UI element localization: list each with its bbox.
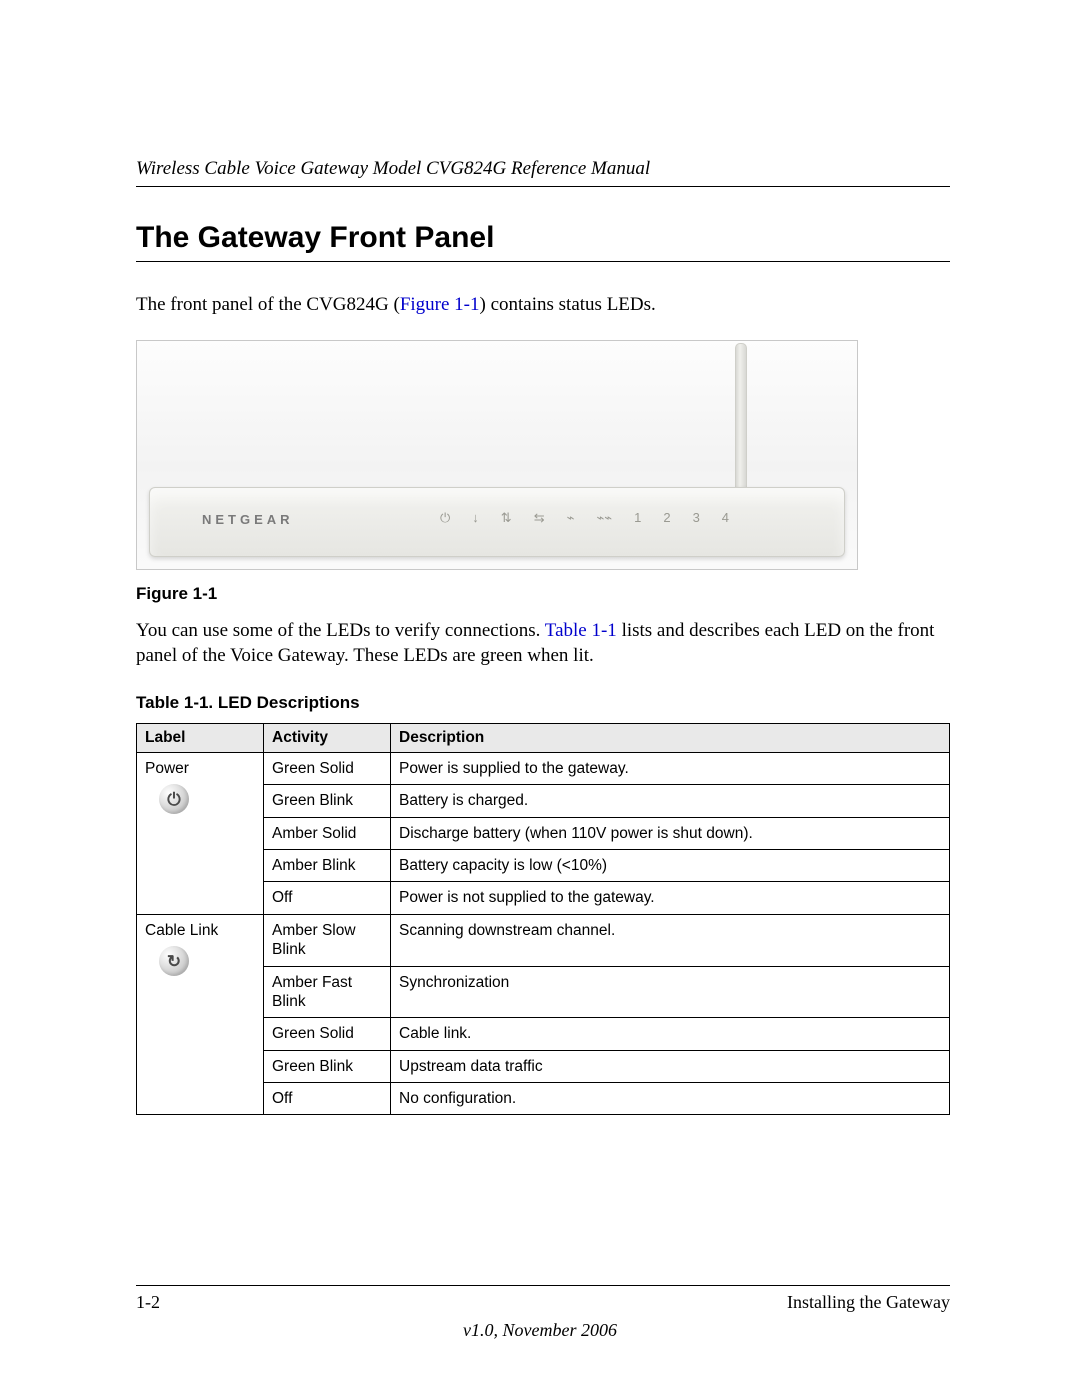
description-cell: Upstream data traffic (391, 1050, 950, 1082)
description-cell: Discharge battery (when 110V power is sh… (391, 817, 950, 849)
para1-pre: The front panel of the CVG824G ( (136, 294, 400, 315)
device-antenna (735, 343, 747, 493)
table-header-row: Label Activity Description (137, 723, 950, 752)
activity-cell: Green Solid (264, 752, 391, 784)
activity-cell: Green Solid (264, 1018, 391, 1050)
device-led-row: ⏻ ↓ ⇅ ⇆ ⌁ ⌁⌁ 1 2 3 4 (440, 510, 729, 526)
figure-device-photo: NETGEAR ⏻ ↓ ⇅ ⇆ ⌁ ⌁⌁ 1 2 3 4 (136, 340, 858, 570)
running-head: Wireless Cable Voice Gateway Model CVG82… (136, 158, 950, 187)
activity-cell: Green Blink (264, 1050, 391, 1082)
device-led-glyph: ⇅ (501, 510, 512, 526)
description-cell: Synchronization (391, 966, 950, 1018)
th-description: Description (391, 723, 950, 752)
description-cell: Battery capacity is low (<10%) (391, 850, 950, 882)
para1-post: ) contains status LEDs. (480, 294, 656, 315)
table-caption: Table 1-1. LED Descriptions (136, 693, 950, 713)
th-label: Label (137, 723, 264, 752)
th-activity: Activity (264, 723, 391, 752)
led-table: Label Activity Description Power ⏻ Green… (136, 723, 950, 1116)
description-cell: Cable link. (391, 1018, 950, 1050)
device-led-glyph: ⌁⌁ (596, 510, 612, 526)
table-row: Power ⏻ Green Solid Power is supplied to… (137, 752, 950, 784)
footer-version: v1.0, November 2006 (0, 1320, 1080, 1341)
label-cable-link-text: Cable Link (145, 921, 255, 940)
device-led-glyph: ↓ (472, 510, 479, 526)
label-cell-cable-link: Cable Link ↻ (137, 914, 264, 1115)
figure-xref[interactable]: Figure 1-1 (400, 294, 480, 315)
activity-cell: Amber Blink (264, 850, 391, 882)
table-row: Cable Link ↻ Amber Slow Blink Scanning d… (137, 914, 950, 966)
footer-page-number: 1-2 (136, 1292, 160, 1313)
description-cell: Scanning downstream channel. (391, 914, 950, 966)
activity-cell: Amber Slow Blink (264, 914, 391, 966)
page: Wireless Cable Voice Gateway Model CVG82… (0, 0, 1080, 1397)
para2: You can use some of the LEDs to verify c… (136, 618, 950, 669)
cable-link-icon: ↻ (159, 946, 189, 976)
label-power-text: Power (145, 759, 255, 778)
intro-paragraph: The front panel of the CVG824G (Figure 1… (136, 292, 950, 318)
activity-cell: Amber Solid (264, 817, 391, 849)
description-cell: Power is not supplied to the gateway. (391, 882, 950, 914)
description-cell: Power is supplied to the gateway. (391, 752, 950, 784)
activity-cell: Green Blink (264, 785, 391, 817)
para2-pre: You can use some of the LEDs to verify c… (136, 620, 545, 641)
figure-caption: Figure 1-1 (136, 584, 950, 604)
footer-chapter: Installing the Gateway (787, 1292, 950, 1313)
device-led-glyph: ⌁ (567, 510, 575, 526)
power-icon: ⏻ (159, 784, 189, 814)
device-led-glyph: ⏻ (440, 510, 450, 526)
activity-cell: Off (264, 882, 391, 914)
label-cell-power: Power ⏻ (137, 752, 264, 914)
description-cell: No configuration. (391, 1083, 950, 1115)
device-brand: NETGEAR (202, 512, 294, 527)
table-xref[interactable]: Table 1-1 (545, 620, 617, 641)
device-led-glyph: 2 (663, 510, 670, 526)
device-led-glyph: 1 (634, 510, 641, 526)
description-cell: Battery is charged. (391, 785, 950, 817)
device-body: NETGEAR ⏻ ↓ ⇅ ⇆ ⌁ ⌁⌁ 1 2 3 4 (149, 487, 845, 557)
device-led-glyph: 3 (693, 510, 700, 526)
page-footer: 1-2 Installing the Gateway (136, 1285, 950, 1313)
device-led-glyph: 4 (722, 510, 729, 526)
device-led-glyph: ⇆ (534, 510, 545, 526)
activity-cell: Amber Fast Blink (264, 966, 391, 1018)
section-title: The Gateway Front Panel (136, 221, 950, 262)
activity-cell: Off (264, 1083, 391, 1115)
